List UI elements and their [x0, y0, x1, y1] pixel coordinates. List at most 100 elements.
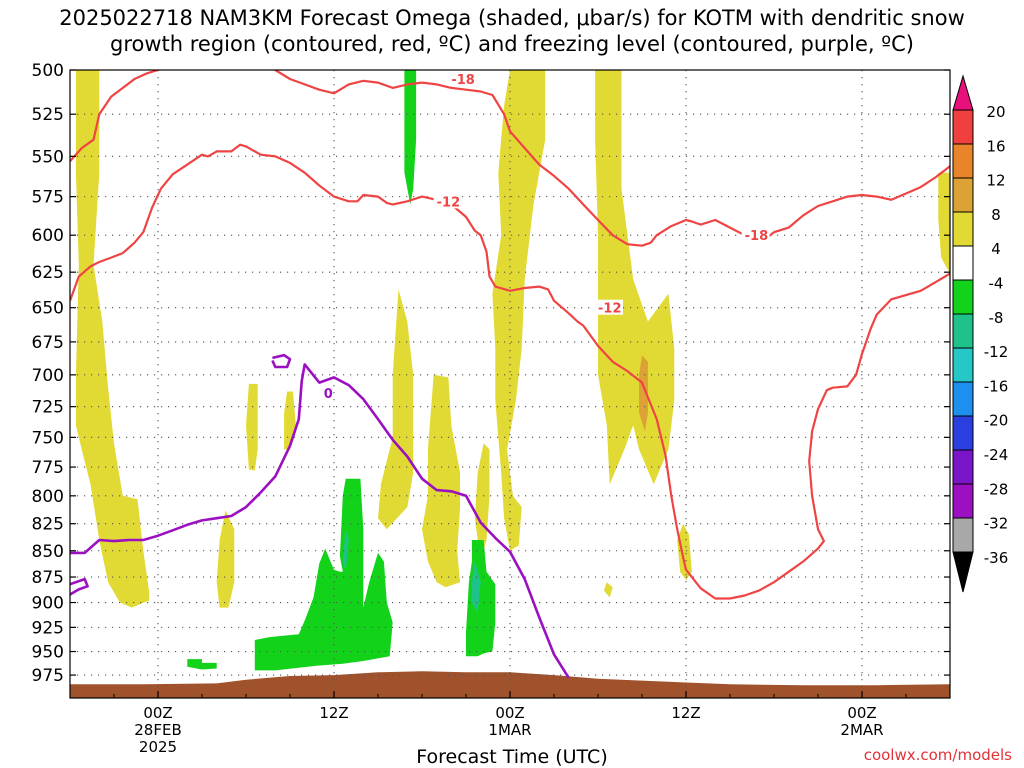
x-tick-label-42: 12Z [671, 704, 700, 722]
colorbar-segment-5 [952, 245, 974, 281]
colorbar-label-3: 8 [991, 206, 1001, 224]
y-tick-label-625: 625 [32, 263, 64, 283]
colorbar-label-7: -12 [984, 343, 1009, 361]
contour-label-3: -12 [598, 302, 622, 317]
contour-label-layer: -18 -12 -18 -12 0 [320, 71, 770, 402]
colorbar-arrow-top [952, 74, 974, 111]
y-tick-label-500: 500 [32, 61, 64, 81]
contour-label-0: -18 [451, 73, 475, 88]
omega-region-0 [75, 70, 150, 608]
omega-shading-layer [75, 70, 950, 671]
colorbar: 20 16 12 8 4 -4 -8 -12 -16 -20 -24 -28 -32 -36 [952, 74, 1009, 593]
dgz-contour-1 [272, 70, 950, 247]
x-tick-year-6: 2025 [139, 738, 177, 756]
y-tick-label-600: 600 [32, 226, 64, 246]
y-tick-label-775: 775 [32, 458, 64, 478]
dgz-contour-2 [70, 143, 950, 600]
y-tick-label-650: 650 [32, 299, 64, 319]
terrain-layer [70, 671, 950, 698]
chart-title-line-1: 2025022718 NAM3KM Forecast Omega (shaded… [59, 6, 965, 30]
y-tick-label-575: 575 [32, 188, 64, 208]
omega-region-7 [492, 70, 546, 551]
x-tick-date-54: 2MAR [840, 721, 883, 739]
omega-region-8 [595, 70, 675, 485]
x-axis-label: Forecast Time (UTC) [416, 746, 608, 768]
x-tick-label-18: 12Z [319, 704, 348, 722]
contour-label-bg-0 [448, 71, 477, 87]
y-tick-label-950: 950 [32, 643, 64, 663]
freezing-contour-2 [271, 353, 292, 369]
omega-region-3 [284, 391, 296, 450]
colorbar-segment-12 [952, 483, 974, 519]
y-tick-label-850: 850 [32, 542, 64, 562]
contour-label-4: 0 [324, 387, 333, 402]
colorbar-segment-9 [952, 381, 974, 417]
y-tick-label-675: 675 [32, 333, 64, 353]
y-tick-label-925: 925 [32, 618, 64, 638]
colorbar-label-4: 4 [991, 240, 1001, 258]
y-tick-label-525: 525 [32, 105, 64, 125]
y-tick-label-725: 725 [32, 398, 64, 418]
omega-region-10 [603, 582, 613, 598]
colorbar-label-11: -28 [984, 480, 1009, 498]
omega-region-11 [938, 172, 950, 274]
x-tick-label-30: 00Z [495, 704, 524, 722]
omega-region-18 [342, 529, 349, 572]
x-tick-date-6: 28FEB [134, 721, 181, 739]
omega-region-13 [404, 70, 417, 205]
colorbar-segment-13 [952, 517, 974, 553]
omega-region-14 [254, 478, 393, 671]
colorbar-segment-10 [952, 415, 974, 451]
colorbar-label-6: -8 [989, 309, 1004, 327]
y-tick-label-700: 700 [32, 366, 64, 386]
contour-label-bg-1 [433, 193, 462, 209]
axes-layer: 500 525 550 575 600 625 650 675 700 725 750 775 800 8… [32, 61, 951, 756]
colorbar-label-5: -4 [989, 275, 1004, 293]
contour-label-bg-2 [741, 227, 770, 243]
freezing-contour-1 [70, 577, 89, 596]
contour-label-1: -12 [437, 195, 461, 210]
colorbar-label-13: -36 [984, 549, 1009, 567]
omega-region-1 [216, 510, 235, 608]
omega-region-2 [246, 383, 258, 471]
colorbar-segment-2 [952, 143, 974, 179]
omega-region-6 [474, 443, 490, 562]
credit-text: coolwx.com/models [863, 746, 1012, 764]
colorbar-label-9: -20 [984, 412, 1009, 430]
colorbar-segment-6 [952, 279, 974, 315]
colorbar-label-2: 12 [986, 172, 1005, 190]
omega-region-5 [422, 374, 461, 588]
omega-region-9 [677, 523, 692, 581]
colorbar-arrow-bottom [952, 551, 974, 593]
y-tick-label-750: 750 [32, 428, 64, 448]
omega-region-4 [378, 289, 414, 530]
colorbar-label-8: -16 [984, 377, 1009, 395]
contour-label-2: -18 [745, 229, 769, 244]
y-tick-label-825: 825 [32, 515, 64, 535]
y-tick-label-550: 550 [32, 147, 64, 167]
y-tick-label-900: 900 [32, 594, 64, 614]
colorbar-segment-4 [952, 211, 974, 247]
y-tick-label-800: 800 [32, 487, 64, 507]
chart-title-line-2: growth region (contoured, red, ºC) and f… [110, 32, 914, 56]
terrain-surface [70, 671, 950, 698]
colorbar-label-12: -32 [984, 515, 1009, 533]
colorbar-label-0: 20 [986, 103, 1005, 121]
colorbar-segment-11 [952, 449, 974, 485]
freezing-contour-0 [70, 363, 570, 679]
colorbar-label-10: -24 [984, 446, 1009, 464]
y-tick-label-875: 875 [32, 568, 64, 588]
contour-label-bg-3 [595, 299, 623, 315]
dgz-contour-0 [70, 70, 161, 163]
colorbar-segment-1 [952, 109, 974, 145]
omega-region-17 [471, 561, 481, 613]
y-tick-label-975: 975 [32, 666, 64, 686]
x-tick-label-6: 00Z [143, 704, 172, 722]
x-tick-label-54: 00Z [847, 704, 876, 722]
colorbar-segment-8 [952, 347, 974, 383]
omega-region-16 [466, 540, 496, 657]
omega-region-15 [187, 659, 217, 670]
omega-region-12 [639, 355, 648, 432]
colorbar-segment-3 [952, 177, 974, 213]
